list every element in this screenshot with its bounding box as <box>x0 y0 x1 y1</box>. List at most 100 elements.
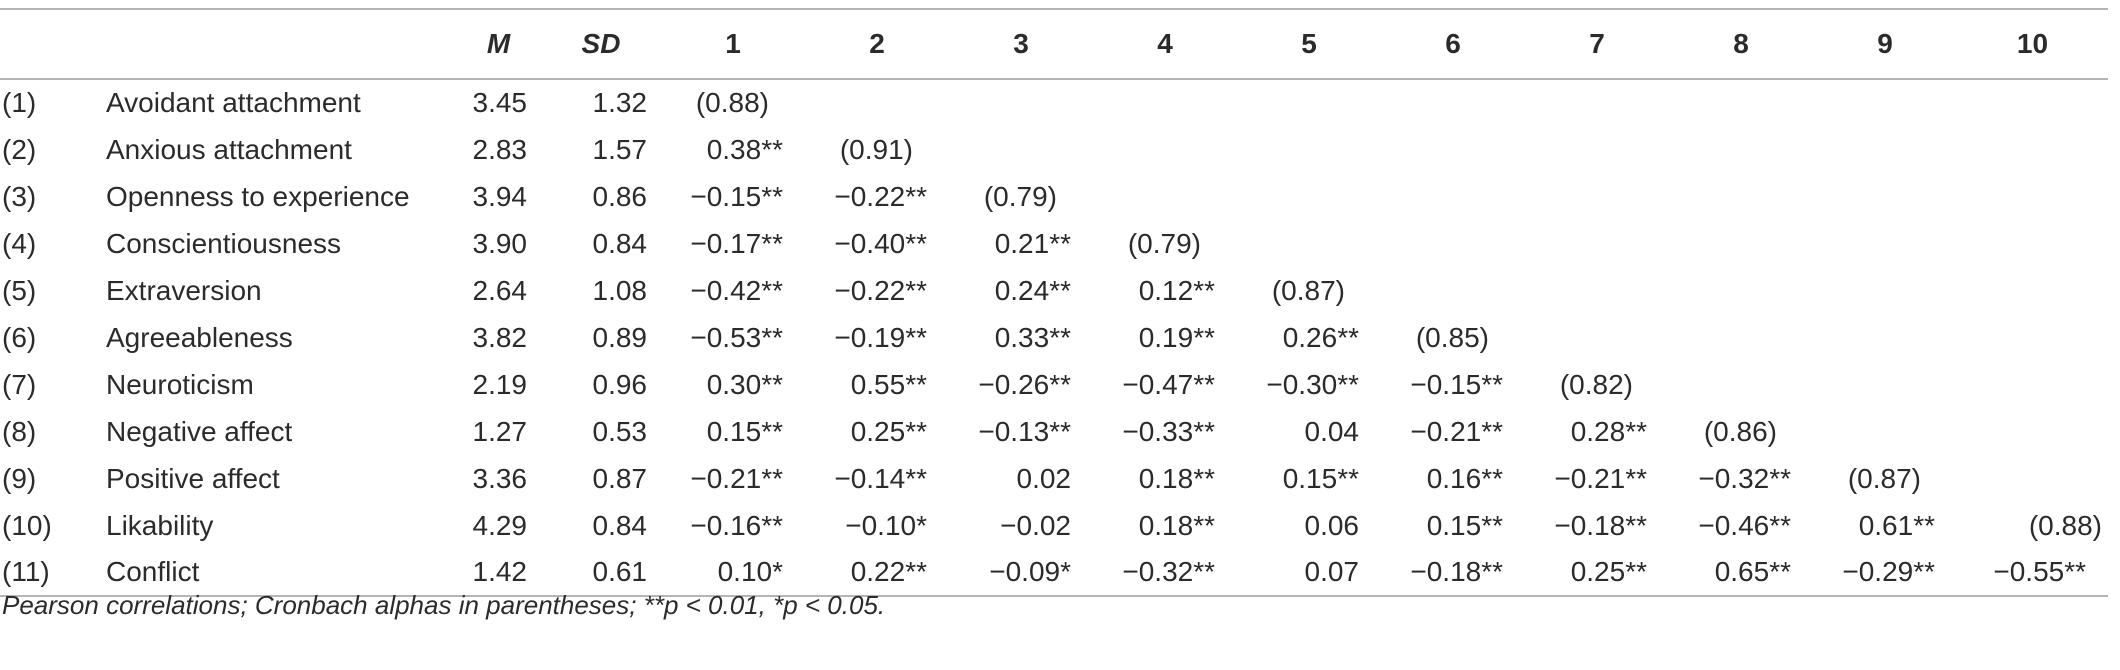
correlation-cell <box>1813 361 1957 408</box>
header-col-6: 6 <box>1445 28 1461 59</box>
header-row: M SD 1 2 3 4 5 6 7 8 9 10 <box>0 9 2108 79</box>
table-row: (7) Neuroticism 2.19 0.96 0.30** 0.55** −0.26*… <box>0 361 2108 408</box>
correlation-cell: −0.02 <box>1000 509 1071 541</box>
table-row: (4) Conscientiousness 3.90 0.84 −0.17** −0.40… <box>0 220 2108 267</box>
variable-name: Conflict <box>106 556 200 587</box>
table-row: (5) Extraversion 2.64 1.08 −0.42** −0.22** 0.2… <box>0 267 2108 314</box>
correlation-cell <box>1093 79 1237 126</box>
row-number: (6) <box>2 321 37 353</box>
row-number: (4) <box>2 227 37 259</box>
alpha-cell: (0.91) <box>839 133 913 165</box>
alpha-cell: (0.82) <box>1559 368 1633 400</box>
variable-name: Conscientiousness <box>106 227 342 259</box>
correlation-cell: 0.15** <box>1426 509 1503 541</box>
header-mean: M <box>486 28 511 59</box>
correlation-cell: 0.21** <box>994 227 1071 259</box>
correlation-cell: −0.22** <box>834 274 927 306</box>
correlation-cell: 0.16** <box>1426 462 1503 494</box>
correlation-cell: 0.22** <box>850 556 927 587</box>
correlation-cell: 0.12** <box>1138 274 1215 306</box>
correlation-cell <box>1813 314 1957 361</box>
correlation-cell: 0.07 <box>1304 556 1360 587</box>
correlation-cell: −0.18** <box>1410 556 1503 587</box>
correlation-cell <box>1813 79 1957 126</box>
correlation-cell <box>1525 220 1669 267</box>
correlation-cell: −0.53** <box>690 321 783 353</box>
header-col-5: 5 <box>1301 28 1317 59</box>
correlation-cell: 0.25** <box>1570 556 1647 587</box>
row-number: (8) <box>2 415 37 447</box>
correlation-cell <box>1957 220 2108 267</box>
correlation-cell: −0.46** <box>1698 509 1791 541</box>
sd-value: 0.87 <box>592 462 648 494</box>
alpha-cell: (0.79) <box>983 180 1057 212</box>
variable-name: Neuroticism <box>106 368 254 400</box>
correlation-cell <box>1381 220 1525 267</box>
correlation-cell: 0.10* <box>717 556 783 587</box>
table-row: (9) Positive affect 3.36 0.87 −0.21** −0.14**… <box>0 455 2108 502</box>
correlation-cell: −0.40** <box>834 227 927 259</box>
alpha-cell: (0.88) <box>2028 509 2102 541</box>
variable-name: Anxious attachment <box>106 133 352 165</box>
mean-value: 3.90 <box>472 227 528 259</box>
mean-value: 4.29 <box>472 509 528 541</box>
correlation-cell: 0.24** <box>994 274 1071 306</box>
variable-name: Positive affect <box>106 462 280 494</box>
sd-value: 0.86 <box>592 180 648 212</box>
correlation-cell <box>1957 267 2108 314</box>
correlation-cell: −0.10* <box>845 509 927 541</box>
sd-value: 0.61 <box>592 556 648 587</box>
correlation-cell: 0.25** <box>850 415 927 447</box>
mean-value: 3.45 <box>472 87 528 118</box>
table-row: (3) Openness to experience 3.94 0.86 −0.15**… <box>0 173 2108 220</box>
header-col-4: 4 <box>1157 28 1173 59</box>
correlation-cell <box>1957 79 2108 126</box>
header-col-7: 7 <box>1589 28 1605 59</box>
correlation-cell <box>1957 173 2108 220</box>
alpha-cell: (0.87) <box>1271 274 1345 306</box>
sd-value: 0.96 <box>592 368 648 400</box>
header-col-2: 2 <box>869 28 885 59</box>
table-footnote: Pearson correlations; Cronbach alphas in… <box>2 590 886 620</box>
correlation-cell: 0.15** <box>706 415 783 447</box>
mean-value: 3.36 <box>472 462 528 494</box>
sd-value: 0.84 <box>592 509 648 541</box>
correlation-cell: 0.15** <box>1282 462 1359 494</box>
row-number: (9) <box>2 462 37 494</box>
mean-value: 3.82 <box>472 321 528 353</box>
correlation-cell <box>1813 126 1957 173</box>
correlation-cell <box>1525 79 1669 126</box>
correlation-cell: −0.42** <box>690 274 783 306</box>
sd-value: 0.89 <box>592 321 648 353</box>
correlation-cell: 0.38** <box>706 133 783 165</box>
correlation-cell <box>1381 267 1525 314</box>
table-row: (1) Avoidant attachment 3.45 1.32 (0.88) <box>0 79 2108 126</box>
row-number: (7) <box>2 368 37 400</box>
sd-value: 0.53 <box>592 415 648 447</box>
correlation-cell: 0.65** <box>1714 556 1791 587</box>
correlation-cell: −0.17** <box>690 227 783 259</box>
correlation-cell <box>1957 361 2108 408</box>
correlation-cell <box>1525 314 1669 361</box>
mean-value: 2.83 <box>472 133 528 165</box>
table-row: (11) Conflict 1.42 0.61 0.10* 0.22** −0.09* −0.… <box>0 549 2108 596</box>
correlation-cell: 0.30** <box>706 368 783 400</box>
correlation-cell: 0.02 <box>1016 462 1072 494</box>
alpha-cell: (0.86) <box>1703 415 1777 447</box>
correlation-cell <box>1381 126 1525 173</box>
mean-value: 2.19 <box>472 368 528 400</box>
header-col-3: 3 <box>1013 28 1029 59</box>
alpha-cell: (0.88) <box>695 87 769 118</box>
correlation-cell <box>1957 126 2108 173</box>
correlation-cell: 0.28** <box>1570 415 1647 447</box>
correlation-cell <box>1669 267 1813 314</box>
correlation-cell: 0.33** <box>994 321 1071 353</box>
correlation-cell <box>1957 455 2108 502</box>
correlation-cell: −0.29** <box>1842 556 1935 587</box>
row-number: (5) <box>2 274 37 306</box>
correlation-cell: −0.21** <box>690 462 783 494</box>
correlation-cell: −0.09* <box>989 556 1071 587</box>
correlation-cell: 0.06 <box>1304 509 1360 541</box>
correlation-cell <box>1237 220 1381 267</box>
table-row: (10) Likability 4.29 0.84 −0.16** −0.10* −0.02… <box>0 502 2108 549</box>
